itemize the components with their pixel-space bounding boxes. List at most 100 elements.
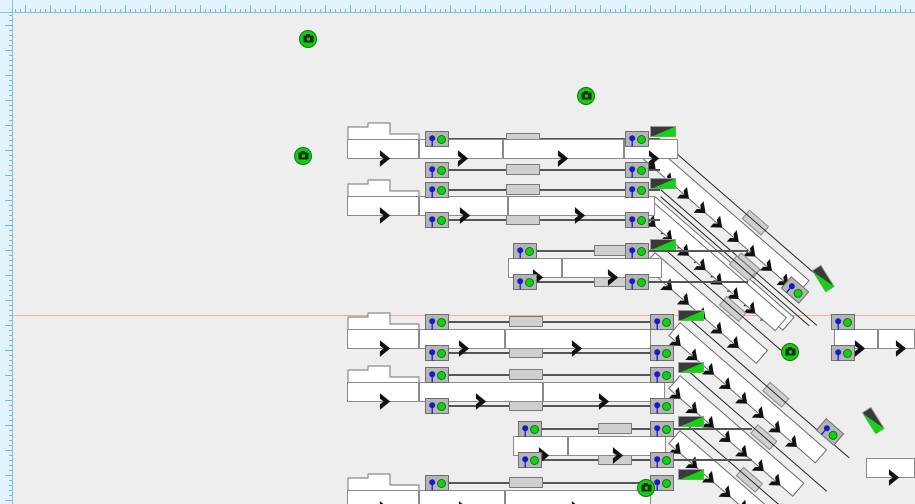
signal-marker[interactable] (425, 314, 449, 330)
camera-icon (581, 90, 592, 102)
ruler-tick (9, 420, 12, 421)
signal-marker[interactable] (425, 182, 449, 198)
signal-marker[interactable] (425, 475, 449, 491)
signal-marker[interactable] (625, 243, 649, 259)
track-detector-slab[interactable] (509, 316, 543, 327)
ruler-tick (740, 9, 741, 12)
wedge-marker[interactable] (678, 308, 704, 321)
ruler-tick (510, 9, 511, 12)
pin-icon (516, 277, 524, 289)
track-segment[interactable] (347, 490, 419, 504)
signal-marker[interactable] (831, 314, 855, 330)
track-segment[interactable] (347, 196, 419, 216)
track-detector-slab[interactable] (506, 184, 540, 195)
signal-marker[interactable] (518, 452, 542, 468)
track-detector-slab[interactable] (506, 164, 540, 175)
signal-lamp-icon (529, 455, 539, 465)
ruler-tick (9, 235, 12, 236)
signal-marker[interactable] (425, 212, 449, 228)
track-segment[interactable] (866, 458, 915, 478)
signal-marker[interactable] (625, 131, 649, 147)
rotated-signal-marker[interactable] (815, 418, 845, 446)
track-segment[interactable] (347, 329, 419, 349)
ruler-tick (145, 9, 146, 12)
signal-marker[interactable] (650, 345, 674, 361)
signal-marker[interactable] (625, 212, 649, 228)
signal-marker[interactable] (625, 182, 649, 198)
track-detector-slab[interactable] (509, 369, 543, 380)
rotated-wedge-marker[interactable] (811, 264, 836, 293)
signal-marker[interactable] (425, 162, 449, 178)
ruler-tick (40, 9, 41, 12)
ruler-tick (430, 9, 431, 12)
ruler-tick (9, 495, 12, 496)
lock-badge[interactable] (294, 147, 312, 165)
track-segment[interactable] (878, 329, 915, 349)
ruler-tick (345, 9, 346, 12)
rotated-signal-marker[interactable] (780, 276, 810, 304)
pin-icon (428, 134, 436, 146)
signal-marker[interactable] (518, 421, 542, 437)
lock-badge[interactable] (637, 479, 655, 497)
track-detector-slab[interactable] (509, 477, 543, 488)
ruler-tick (5, 225, 12, 226)
signal-marker[interactable] (425, 345, 449, 361)
ruler-tick (750, 5, 751, 12)
horizontal-guide[interactable] (13, 315, 915, 316)
ruler-tick (25, 5, 26, 12)
track-segment[interactable] (347, 139, 419, 159)
signal-marker[interactable] (650, 421, 674, 437)
wedge-marker[interactable] (678, 414, 704, 427)
pin-icon (834, 317, 842, 329)
signal-marker[interactable] (650, 398, 674, 414)
signal-marker[interactable] (650, 452, 674, 468)
lock-badge[interactable] (781, 343, 799, 361)
track-segment[interactable] (505, 490, 651, 504)
ruler-tick (9, 80, 12, 81)
rotated-wedge-marker[interactable] (861, 406, 886, 435)
track-segment[interactable] (419, 490, 505, 504)
track-segment[interactable] (505, 329, 651, 349)
signal-marker[interactable] (650, 314, 674, 330)
track-segment[interactable] (347, 382, 419, 402)
wedge-marker[interactable] (678, 360, 704, 373)
ruler-tick (665, 9, 666, 12)
signal-marker[interactable] (831, 345, 855, 361)
signal-marker[interactable] (425, 398, 449, 414)
lock-badge[interactable] (577, 87, 595, 105)
lock-badge[interactable] (299, 30, 317, 48)
horizontal-ruler[interactable] (0, 0, 915, 13)
ruler-tick (795, 9, 796, 12)
track-segment[interactable] (503, 139, 624, 159)
wedge-marker[interactable] (650, 237, 676, 250)
wedge-marker[interactable] (678, 467, 704, 480)
diagram-canvas[interactable] (13, 13, 915, 504)
track-detector-slab[interactable] (598, 423, 632, 434)
wedge-marker[interactable] (650, 176, 676, 189)
signal-marker[interactable] (513, 243, 537, 259)
ruler-tick (9, 390, 12, 391)
vertical-ruler[interactable] (0, 0, 13, 504)
wedge-marker[interactable] (650, 124, 676, 137)
ruler-tick (380, 9, 381, 12)
ruler-tick (415, 9, 416, 12)
pin-icon (521, 424, 529, 436)
ruler-tick (555, 9, 556, 12)
track-detector-slab[interactable] (594, 245, 628, 256)
ruler-tick (9, 260, 12, 261)
signal-marker[interactable] (513, 274, 537, 290)
signal-lamp-icon (636, 165, 646, 175)
signal-marker[interactable] (425, 131, 449, 147)
track-segment[interactable] (543, 382, 665, 402)
signal-marker[interactable] (425, 367, 449, 383)
signal-marker[interactable] (650, 475, 674, 491)
ruler-tick (215, 9, 216, 12)
ruler-tick (5, 200, 12, 201)
ruler-tick (780, 9, 781, 12)
ruler-tick (9, 460, 12, 461)
signal-marker[interactable] (625, 162, 649, 178)
ruler-tick (885, 9, 886, 12)
signal-marker[interactable] (625, 274, 649, 290)
signal-marker[interactable] (650, 367, 674, 383)
